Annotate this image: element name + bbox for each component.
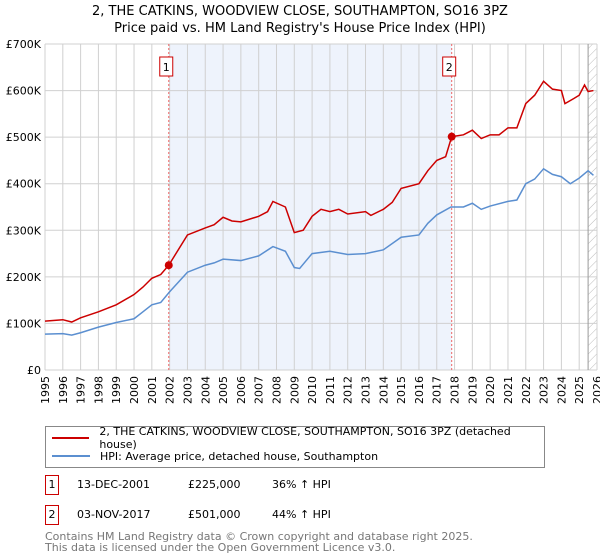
x-tick-label: 2022 — [520, 376, 533, 404]
legend-red-line — [52, 437, 90, 439]
x-tick-label: 2006 — [235, 376, 248, 404]
hatched-future-region — [588, 44, 597, 370]
x-tick-label: 2015 — [395, 376, 408, 404]
x-tick-label: 1997 — [75, 376, 88, 404]
x-tick-label: 2001 — [146, 376, 159, 404]
x-tick-label: 2021 — [502, 376, 515, 404]
x-tick-label: 1996 — [57, 376, 70, 404]
y-tick-label: £200K — [6, 271, 42, 284]
transaction-date: 03-NOV-2017 — [77, 508, 151, 521]
transaction-badge: 2 — [45, 505, 59, 525]
x-tick-label: 2009 — [288, 376, 301, 404]
shaded-ownership-period — [168, 44, 452, 370]
sale-badge-label: 1 — [163, 61, 170, 74]
x-tick-label: 1998 — [92, 376, 105, 404]
sale-badge-box — [159, 56, 174, 77]
footer: Contains HM Land Registry data © Crown c… — [45, 531, 473, 553]
x-tick-label: 2026 — [591, 376, 600, 404]
y-tick-label: £700K — [6, 38, 42, 51]
chart-title: 2, THE CATKINS, WOODVIEW CLOSE, SOUTHAMP… — [92, 4, 508, 19]
x-tick-label: 2007 — [253, 376, 266, 404]
transaction-delta: 44% ↑ HPI — [272, 508, 331, 521]
y-tick-label: £0 — [27, 364, 41, 377]
y-tick-label: £600K — [6, 85, 42, 98]
transaction-price: £225,000 — [188, 478, 241, 491]
x-tick-label: 2011 — [324, 376, 337, 404]
sale-point — [164, 261, 173, 270]
x-tick-label: 2013 — [360, 376, 373, 404]
transaction-price: £501,000 — [188, 508, 241, 521]
transaction-date: 13-DEC-2001 — [77, 478, 151, 491]
x-tick-label: 2020 — [484, 376, 497, 404]
x-tick-label: 2019 — [466, 376, 479, 404]
x-tick-label: 2012 — [342, 376, 355, 404]
x-tick-label: 2025 — [573, 376, 586, 404]
x-tick-label: 2004 — [199, 376, 212, 404]
y-tick-label: £300K — [6, 224, 42, 237]
legend: 2, THE CATKINS, WOODVIEW CLOSE, SOUTHAMP… — [45, 425, 545, 468]
legend-blue-line — [52, 455, 90, 457]
sale-badge-box — [442, 56, 457, 77]
x-tick-label: 2017 — [431, 376, 444, 404]
series-line — [44, 80, 594, 323]
footer-line-1: Contains HM Land Registry data © Crown c… — [45, 530, 473, 543]
x-tick-label: 1995 — [39, 376, 52, 404]
x-tick-label: 2018 — [449, 376, 462, 404]
y-tick-label: £100K — [6, 317, 42, 330]
x-tick-label: 2002 — [164, 376, 177, 404]
transaction-delta: 36% ↑ HPI — [272, 478, 331, 491]
x-tick-label: 2008 — [270, 376, 283, 404]
x-tick-label: 2010 — [306, 376, 319, 404]
x-tick-label: 2024 — [555, 376, 568, 404]
sale-badge-label: 2 — [446, 61, 453, 74]
legend-hpi: HPI: Average price, detached house, Sout… — [100, 449, 379, 463]
x-tick-label: 2000 — [128, 376, 141, 404]
x-tick-label: 1999 — [110, 376, 123, 404]
y-tick-label: £500K — [6, 131, 42, 144]
transaction-badge: 1 — [45, 475, 59, 495]
x-tick-label: 2005 — [217, 376, 230, 404]
x-tick-label: 2014 — [377, 376, 390, 404]
series-line — [44, 167, 594, 336]
x-tick-label: 2016 — [413, 376, 426, 404]
x-tick-label: 2023 — [538, 376, 551, 404]
sale-point — [447, 132, 456, 141]
price-chart: 1995 1996 1997 1998 1999 2000 2001 2002 2003 2004… — [6, 38, 600, 404]
legend-property: 2, THE CATKINS, WOODVIEW CLOSE, SOUTHAMP… — [99, 425, 511, 451]
footer-line-2: This data is licensed under the Open Gov… — [45, 541, 396, 554]
y-tick-label: £400K — [6, 178, 42, 191]
chart-subtitle: Price paid vs. HM Land Registry's House … — [114, 21, 486, 36]
x-tick-label: 2003 — [181, 376, 194, 404]
